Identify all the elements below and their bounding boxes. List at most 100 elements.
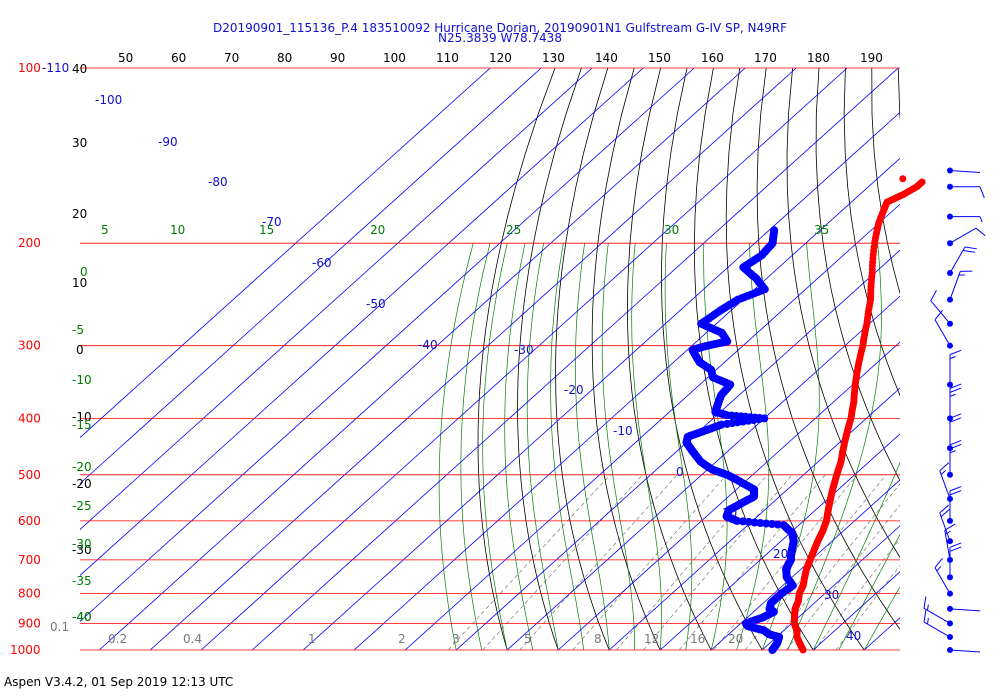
moist-adiabat [838,533,900,650]
dry-adiabat [517,68,582,650]
isotherm-line [80,68,491,439]
isotherm-line [80,68,695,622]
left-height-label: -10 [72,410,92,424]
isotherm-line [506,295,900,650]
wind-barb [923,596,953,627]
isotherm-line [915,68,1000,650]
top-temp-tick: 190 [860,51,883,65]
dry-adiabat [786,68,900,559]
wind-barb-flag [939,462,950,472]
isotherm-line [80,68,644,576]
isotherm-line [353,157,900,650]
dry-adiabat [725,68,865,650]
isotherm-line [761,525,900,650]
isotherm-line [149,68,797,650]
wind-barb [944,523,956,563]
moist-adiabat [736,243,770,650]
wind-barb-flag [949,439,962,446]
theta-e-label: 15 [259,223,274,237]
top-temp-tick: 70 [224,51,239,65]
pressure-label: 1000 [10,643,41,657]
dewpoint-profile-point [779,521,788,530]
wind-barb-half-flag [979,216,983,223]
dewpoint-profile-point [750,518,759,527]
wind-barb [923,610,953,641]
isotherm-line [200,68,848,650]
mixing-ratio-label: 1 [308,632,316,646]
mixing-ratio-label: 3 [452,632,460,646]
wind-barb-flag [949,383,962,389]
top-temp-tick: 150 [648,51,671,65]
isotherm-line [659,433,900,650]
dewpoint-profile-point [739,517,747,526]
mixing-ratio-label: 2 [398,632,406,646]
dewpoint-profile-group [682,226,798,654]
top-temp-tick: 120 [489,51,512,65]
isotherm-label: -60 [312,256,332,270]
left-height-label: 30 [72,136,87,150]
mixing-ratio-label: 16 [690,632,705,646]
moist-adiabat [482,243,508,650]
mixing-ratio-line [835,564,900,650]
wind-barb-flag [949,490,962,496]
theta-e-label: 30 [664,223,679,237]
mixing-ratio-label: 0.1 [50,620,69,634]
wind-barb [947,246,977,276]
isotherm-line [863,617,900,650]
wind-barb-half-flag [949,356,956,360]
pressure-label: 500 [18,468,41,482]
wind-barb-half-flag [945,530,951,535]
temperature-profile-group [790,178,926,654]
wind-barb-shaft [934,319,951,346]
pressure-label: 400 [18,411,41,425]
wind-barb-shaft [934,567,951,594]
isotherm-label: -70 [262,215,282,229]
isotherm-line [251,68,899,650]
dry-adiabat [693,68,814,650]
isotherm-label: 40 [846,629,861,643]
wind-barb-flag [923,596,927,609]
wind-barb-flag [975,227,986,237]
left-height-label: 0 [76,343,84,357]
theta-e-label: 25 [506,223,521,237]
left-height-label: -20 [72,477,92,491]
mixing-ratio-line [572,474,727,650]
dry-adiabat [591,68,661,650]
left-height-label: 20 [72,207,87,221]
theta-e-label: 10 [170,223,185,237]
pressure-label: -110 [42,61,69,75]
wind-barb-flag [939,504,950,514]
dry-adiabat-label: -10 [72,373,92,387]
top-temp-tick: 140 [595,51,618,65]
isotherm-label: -30 [514,343,534,357]
dry-adiabat-label: 0 [80,265,88,279]
dry-adiabat [977,68,1000,650]
top-temp-tick: 90 [330,51,345,65]
top-temp-tick: 110 [436,51,459,65]
theta-e-label: 5 [101,223,109,237]
wind-barb-shaft [923,607,951,624]
top-temp-tick: 50 [118,51,133,65]
temperature-isolated-point [899,175,907,183]
isotherm-line [80,68,542,485]
mixing-ratio-line [643,474,793,650]
mixing-ratio-line [814,538,900,650]
wind-barb [930,289,953,327]
wind-barb [947,227,986,247]
dewpoint-profile-point [770,226,779,235]
wind-barb-flag [934,557,943,568]
isotherm-line [80,68,593,530]
wind-barb [947,167,981,174]
wind-barb-shaft [949,271,961,300]
software-footer: Aspen V3.4.2, 01 Sep 2019 12:13 UTC [4,675,234,689]
pressure-label: 600 [18,514,41,528]
dry-adiabat [477,68,556,650]
isotherm-line [966,68,1000,650]
wind-barb [947,605,981,612]
mixing-ratio-line [616,474,768,650]
mixing-ratio-label: 5 [524,632,532,646]
wind-barb-shaft [930,300,951,325]
mixing-ratio-label: 12 [644,632,659,646]
mixing-ratio-line [678,474,826,650]
